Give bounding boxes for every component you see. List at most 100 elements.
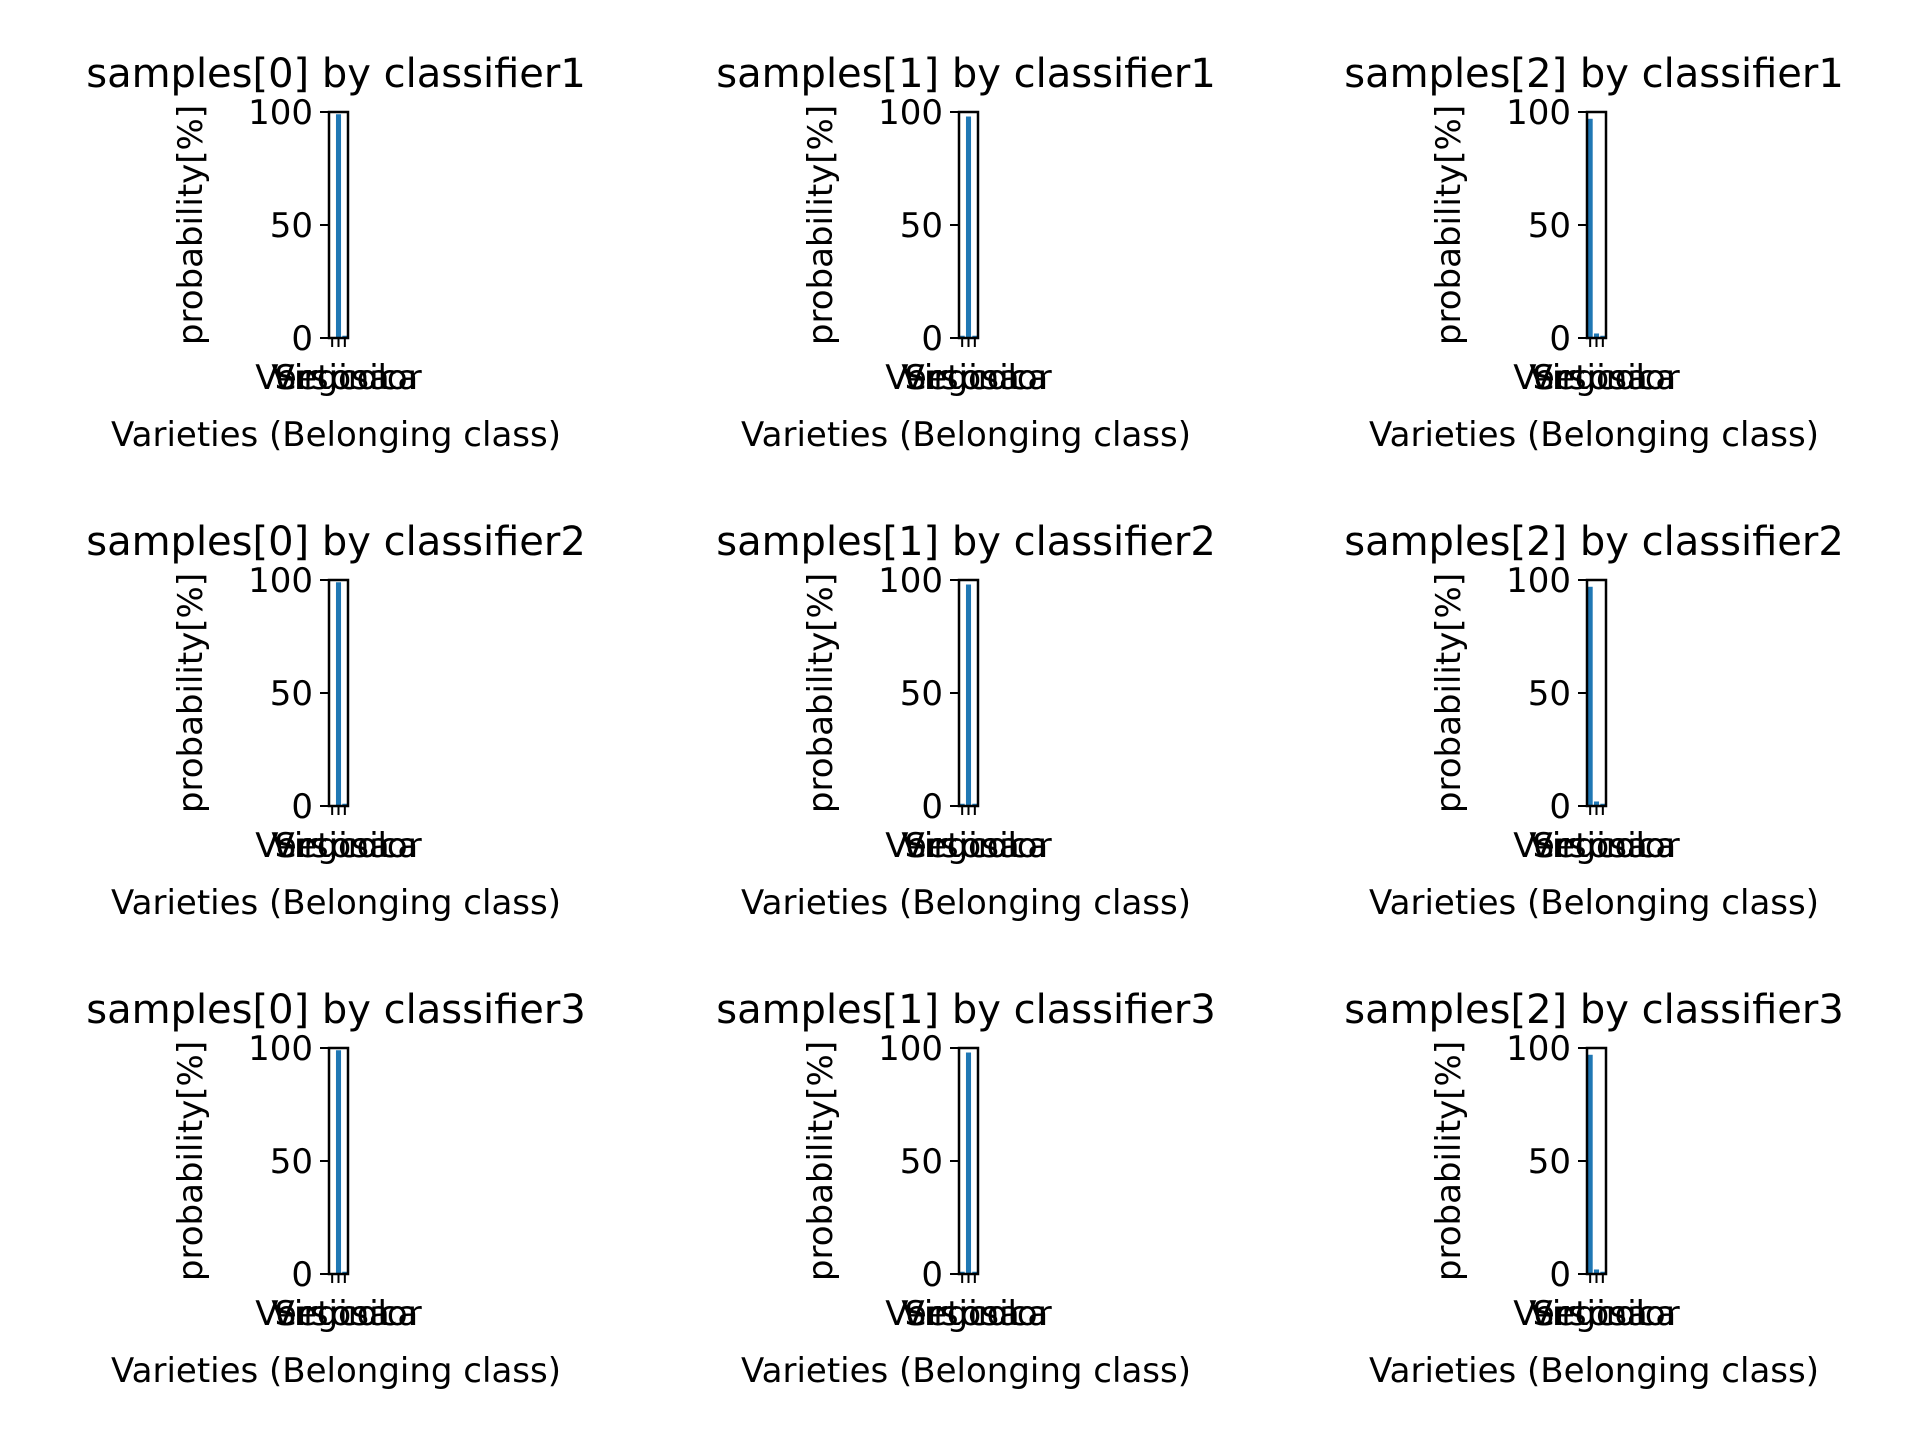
- x-tick-label-virginica: Virginica: [901, 358, 1048, 398]
- x-tick-label-virginica: Virginica: [271, 1294, 418, 1334]
- x-tick-label-versicolor: Versicolor: [255, 826, 421, 866]
- x-tick-label-versicolor: Versicolor: [255, 1294, 421, 1334]
- y-tick-label: 100: [248, 93, 313, 133]
- y-tick-label: 0: [1549, 319, 1571, 359]
- subplot-title: samples[0] by classifier1: [86, 51, 586, 97]
- y-tick-label: 0: [921, 1255, 943, 1295]
- bar-versicolor: [1593, 1269, 1600, 1274]
- subplot-3: samples[2] by classifier1 0 50 100 SetosaVer…: [1344, 51, 1844, 455]
- x-axis-label: Varieties (Belonging class): [111, 1351, 561, 1391]
- x-tick-label-setosa: Setosa: [1533, 1294, 1648, 1334]
- y-tick-label: 50: [900, 674, 943, 714]
- subplot-title: samples[1] by classifier3: [716, 987, 1216, 1033]
- x-axis-label: Varieties (Belonging class): [741, 415, 1191, 455]
- x-tick-label-versicolor: Versicolor: [885, 826, 1051, 866]
- x-tick-label-versicolor: Versicolor: [255, 358, 421, 398]
- subplot-title: samples[1] by classifier1: [716, 51, 1216, 97]
- bar-setosa: [1587, 1054, 1593, 1274]
- y-tick-label: 50: [270, 674, 313, 714]
- y-tick-label: 100: [1506, 1029, 1571, 1069]
- subplot-title: samples[1] by classifier2: [716, 519, 1216, 565]
- x-tick-label-setosa: Setosa: [905, 826, 1020, 866]
- x-tick-label-virginica: Virginica: [1529, 1294, 1676, 1334]
- x-tick-label-virginica: Virginica: [901, 826, 1048, 866]
- y-axis-label: probability[%]: [801, 1041, 841, 1281]
- y-tick-label: 0: [291, 1255, 313, 1295]
- y-tick-label: 0: [1549, 787, 1571, 827]
- y-tick-label: 100: [1506, 561, 1571, 601]
- subplot-5: samples[1] by classifier2 0 50 100 SetosaVer…: [716, 519, 1216, 923]
- x-tick-label-versicolor: Versicolor: [1513, 826, 1679, 866]
- y-tick-label: 100: [248, 1029, 313, 1069]
- bar-versicolor: [965, 1052, 972, 1274]
- x-axis-label: Varieties (Belonging class): [1369, 415, 1819, 455]
- y-tick-label: 50: [1528, 206, 1571, 246]
- x-axis-label: Varieties (Belonging class): [111, 883, 561, 923]
- x-tick-label-virginica: Virginica: [271, 358, 418, 398]
- y-tick-label: 50: [270, 206, 313, 246]
- x-tick-label-setosa: Setosa: [1533, 826, 1648, 866]
- bar-versicolor: [1593, 801, 1600, 806]
- x-tick-label-versicolor: Versicolor: [885, 1294, 1051, 1334]
- x-tick-label-setosa: Setosa: [275, 1294, 390, 1334]
- x-axis-label: Varieties (Belonging class): [1369, 883, 1819, 923]
- subplot-title: samples[2] by classifier1: [1344, 51, 1844, 97]
- bar-versicolor: [1593, 333, 1600, 338]
- x-tick-label-setosa: Setosa: [275, 826, 390, 866]
- y-tick-label: 100: [1506, 93, 1571, 133]
- subplot-title: samples[2] by classifier3: [1344, 987, 1844, 1033]
- y-tick-label: 100: [248, 561, 313, 601]
- y-axis-label: probability[%]: [171, 105, 211, 345]
- subplot-8: samples[1] by classifier3 0 50 100 SetosaVer…: [716, 987, 1216, 1391]
- x-tick-label-setosa: Setosa: [905, 358, 1020, 398]
- y-axis-label: probability[%]: [1429, 105, 1469, 345]
- y-axis-label: probability[%]: [1429, 573, 1469, 813]
- x-tick-label-versicolor: Versicolor: [885, 358, 1051, 398]
- y-axis-label: probability[%]: [171, 1041, 211, 1281]
- x-axis-label: Varieties (Belonging class): [741, 883, 1191, 923]
- y-tick-label: 100: [878, 1029, 943, 1069]
- y-tick-label: 100: [878, 561, 943, 601]
- y-axis-label: probability[%]: [801, 105, 841, 345]
- x-tick-label-setosa: Setosa: [905, 1294, 1020, 1334]
- subplot-6: samples[2] by classifier2 0 50 100 SetosaVer…: [1344, 519, 1844, 923]
- x-axis-label: Varieties (Belonging class): [741, 1351, 1191, 1391]
- x-tick-label-versicolor: Versicolor: [1513, 1294, 1679, 1334]
- subplot-2: samples[1] by classifier1 0 50 100 SetosaVer…: [716, 51, 1216, 455]
- x-tick-label-versicolor: Versicolor: [1513, 358, 1679, 398]
- y-tick-label: 0: [921, 319, 943, 359]
- y-tick-label: 50: [900, 206, 943, 246]
- x-tick-label-virginica: Virginica: [901, 1294, 1048, 1334]
- x-tick-label-virginica: Virginica: [271, 826, 418, 866]
- y-axis-label: probability[%]: [801, 573, 841, 813]
- y-tick-label: 50: [1528, 674, 1571, 714]
- y-tick-label: 50: [270, 1142, 313, 1182]
- subplot-9: samples[2] by classifier3 0 50 100 SetosaVer…: [1344, 987, 1844, 1391]
- bar-setosa: [1587, 118, 1593, 338]
- bar-versicolor: [335, 1050, 342, 1274]
- x-tick-label-setosa: Setosa: [1533, 358, 1648, 398]
- subplot-1: samples[0] by classifier1 0 50 100 SetosaVer…: [86, 51, 586, 455]
- bar-versicolor: [965, 116, 972, 339]
- y-tick-label: 0: [291, 319, 313, 359]
- y-tick-label: 50: [1528, 1142, 1571, 1182]
- x-tick-label-virginica: Virginica: [1529, 826, 1676, 866]
- y-tick-label: 0: [921, 787, 943, 827]
- subplot-title: samples[0] by classifier2: [86, 519, 586, 565]
- bar-versicolor: [335, 582, 342, 806]
- y-axis-label: probability[%]: [171, 573, 211, 813]
- x-tick-label-setosa: Setosa: [275, 358, 390, 398]
- y-tick-label: 0: [291, 787, 313, 827]
- bar-versicolor: [965, 584, 972, 806]
- subplot-7: samples[0] by classifier3 0 50 100 SetosaVer…: [86, 987, 586, 1391]
- subplot-title: samples[2] by classifier2: [1344, 519, 1844, 565]
- x-axis-label: Varieties (Belonging class): [111, 415, 561, 455]
- bar-versicolor: [335, 114, 342, 338]
- y-tick-label: 0: [1549, 1255, 1571, 1295]
- x-tick-label-virginica: Virginica: [1529, 358, 1676, 398]
- x-axis-label: Varieties (Belonging class): [1369, 1351, 1819, 1391]
- y-tick-label: 50: [900, 1142, 943, 1182]
- y-tick-label: 100: [878, 93, 943, 133]
- subplot-title: samples[0] by classifier3: [86, 987, 586, 1033]
- y-axis-label: probability[%]: [1429, 1041, 1469, 1281]
